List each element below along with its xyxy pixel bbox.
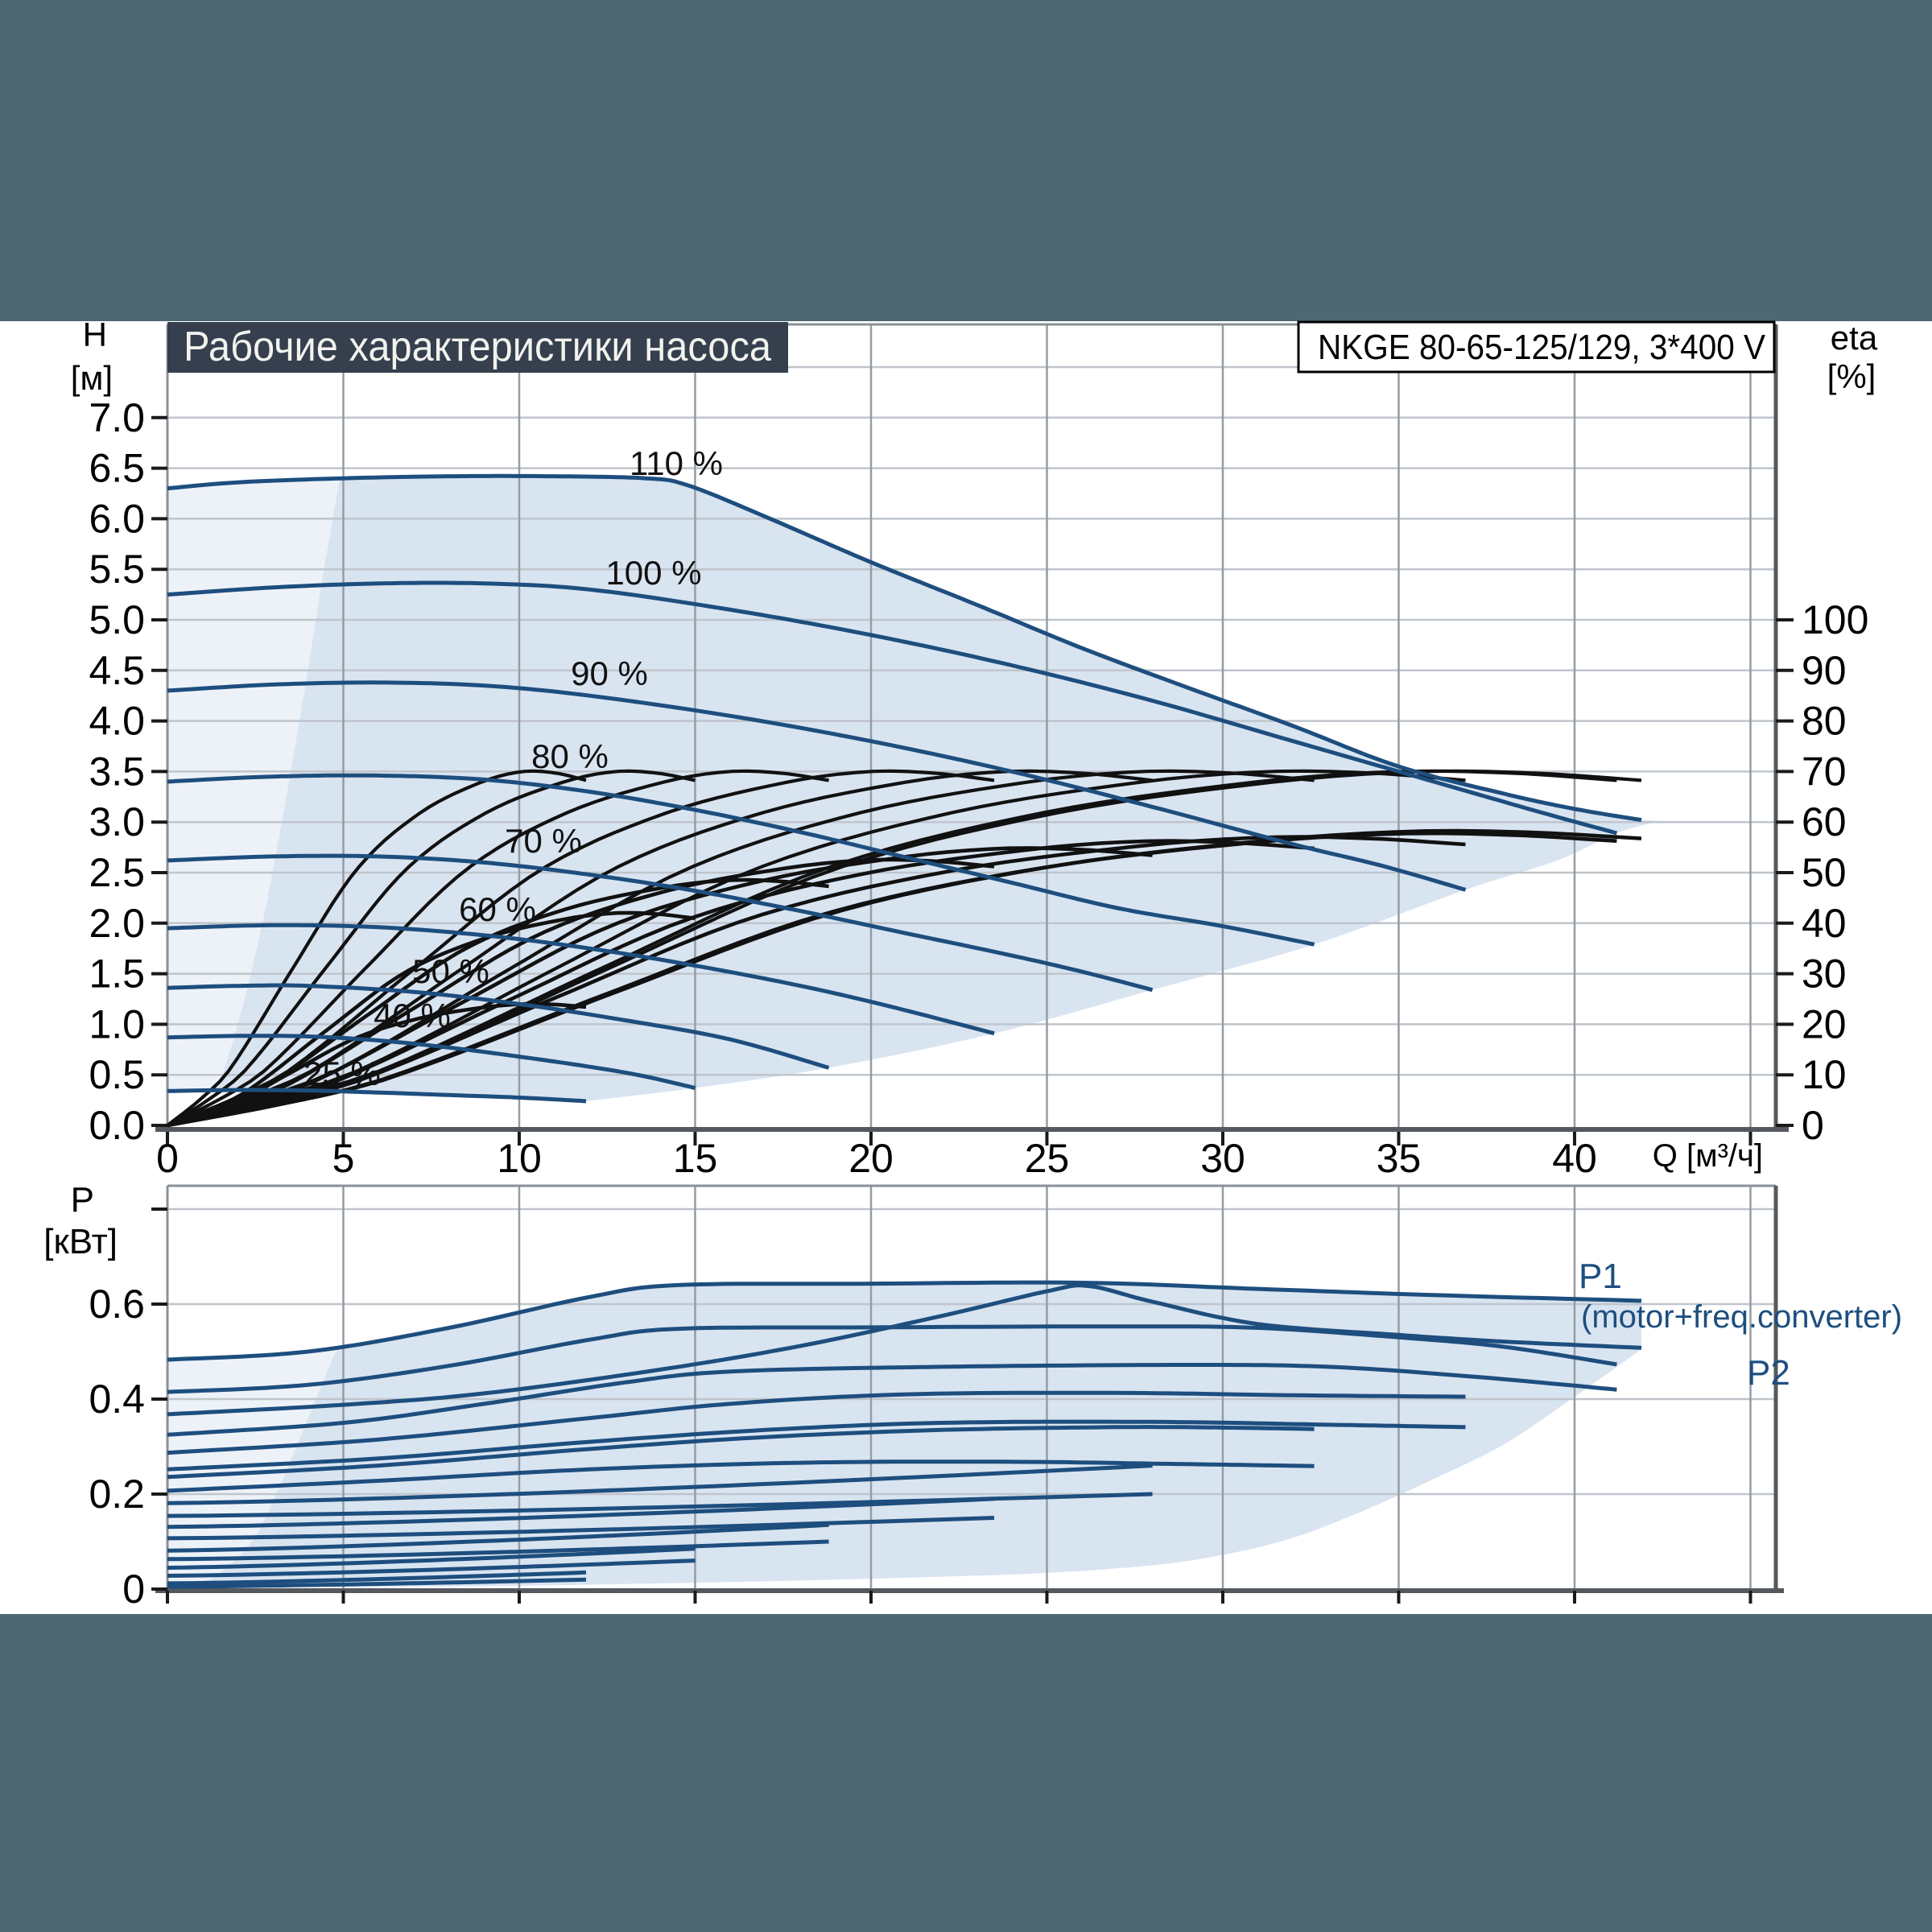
svg-text:1.5: 1.5 xyxy=(89,952,145,997)
svg-text:80: 80 xyxy=(1802,699,1847,744)
svg-text:Q [м³/ч]: Q [м³/ч] xyxy=(1653,1138,1763,1174)
svg-text:100: 100 xyxy=(1802,597,1868,642)
svg-text:60 %: 60 % xyxy=(459,890,536,928)
svg-text:0.0: 0.0 xyxy=(89,1103,145,1148)
svg-text:[м]: [м] xyxy=(71,359,113,397)
svg-text:0.6: 0.6 xyxy=(89,1282,145,1327)
svg-text:70 %: 70 % xyxy=(505,822,582,860)
svg-text:40: 40 xyxy=(1802,901,1847,946)
svg-text:40: 40 xyxy=(1552,1136,1597,1181)
svg-text:40 %: 40 % xyxy=(374,997,451,1034)
svg-text:H: H xyxy=(83,316,107,353)
svg-text:0.5: 0.5 xyxy=(89,1052,145,1097)
svg-text:25 %: 25 % xyxy=(303,1055,381,1092)
svg-text:20: 20 xyxy=(1802,1001,1847,1046)
svg-text:0: 0 xyxy=(1802,1103,1824,1148)
svg-text:50 %: 50 % xyxy=(412,952,489,990)
svg-text:90: 90 xyxy=(1802,648,1847,693)
svg-text:P2: P2 xyxy=(1747,1353,1790,1393)
svg-text:25: 25 xyxy=(1025,1136,1070,1181)
svg-text:6.0: 6.0 xyxy=(89,496,145,541)
svg-text:50: 50 xyxy=(1802,850,1847,895)
svg-text:5: 5 xyxy=(332,1136,355,1181)
svg-text:110 %: 110 % xyxy=(630,444,723,482)
svg-text:4.5: 4.5 xyxy=(89,648,145,693)
svg-text:Рабочие характеристики насоса: Рабочие характеристики насоса xyxy=(184,324,771,370)
svg-text:(motor+freq.converter): (motor+freq.converter) xyxy=(1581,1299,1902,1335)
svg-text:6.5: 6.5 xyxy=(89,446,145,491)
svg-text:3.0: 3.0 xyxy=(89,799,145,844)
svg-text:10: 10 xyxy=(1802,1052,1847,1097)
svg-text:P: P xyxy=(71,1180,94,1220)
svg-text:3.5: 3.5 xyxy=(89,749,145,794)
svg-text:0: 0 xyxy=(156,1136,179,1181)
svg-text:[кВт]: [кВт] xyxy=(43,1222,118,1261)
svg-text:7.0: 7.0 xyxy=(89,395,145,440)
svg-text:eta: eta xyxy=(1831,319,1878,357)
svg-text:20: 20 xyxy=(848,1136,894,1181)
svg-text:60: 60 xyxy=(1802,799,1847,844)
svg-text:80 %: 80 % xyxy=(531,737,609,775)
svg-text:NKGE 80-65-125/129, 3*400 V: NKGE 80-65-125/129, 3*400 V xyxy=(1318,328,1766,367)
svg-text:5.0: 5.0 xyxy=(89,597,145,642)
svg-text:70: 70 xyxy=(1802,749,1847,794)
svg-text:[%]: [%] xyxy=(1827,357,1876,395)
svg-text:35: 35 xyxy=(1377,1136,1422,1181)
svg-text:0.2: 0.2 xyxy=(89,1472,145,1517)
svg-text:0.4: 0.4 xyxy=(89,1377,145,1422)
svg-text:10: 10 xyxy=(497,1136,542,1181)
svg-text:5.5: 5.5 xyxy=(89,547,145,592)
svg-text:30: 30 xyxy=(1802,952,1847,997)
svg-text:15: 15 xyxy=(673,1136,718,1181)
svg-text:30: 30 xyxy=(1200,1136,1245,1181)
svg-text:4.0: 4.0 xyxy=(89,699,145,744)
svg-text:1.0: 1.0 xyxy=(89,1001,145,1046)
svg-text:90 %: 90 % xyxy=(571,654,648,692)
svg-text:P1: P1 xyxy=(1579,1257,1622,1296)
svg-text:2.0: 2.0 xyxy=(89,901,145,946)
svg-text:0: 0 xyxy=(122,1567,145,1612)
svg-text:2.5: 2.5 xyxy=(89,850,145,895)
svg-text:100 %: 100 % xyxy=(605,554,701,592)
